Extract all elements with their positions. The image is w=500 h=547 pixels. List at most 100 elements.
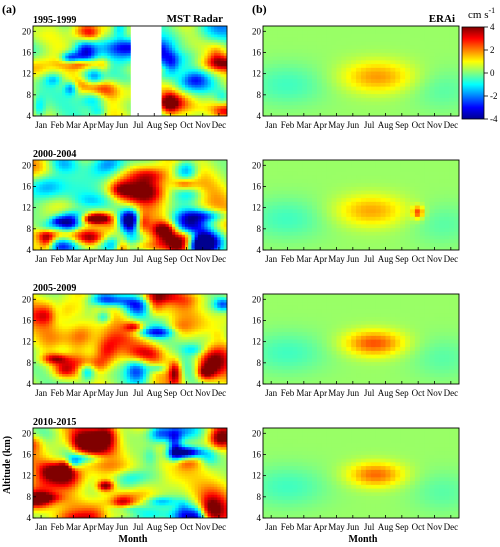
heatmap-cell [139, 215, 144, 219]
heatmap-cell [33, 183, 37, 188]
x-tick-label: Jan [35, 120, 47, 130]
heatmap-cell [52, 373, 57, 377]
heatmap-cell [84, 55, 89, 59]
heatmap-cell [201, 220, 205, 225]
heatmap-cell [104, 52, 108, 56]
heatmap-cell [75, 57, 79, 62]
heatmap-cell [84, 307, 89, 311]
heatmap-cell [191, 47, 196, 51]
heatmap-cell [168, 108, 173, 112]
heatmap-cell [91, 105, 96, 109]
heatmap-cell [197, 113, 202, 116]
heatmap-cell [100, 207, 105, 211]
heatmap-cell [175, 113, 180, 116]
heatmap-cell [194, 212, 199, 217]
heatmap-cell [55, 376, 60, 380]
heatmap-cell [55, 60, 60, 64]
heatmap-cell [165, 60, 170, 64]
heatmap-cell [117, 94, 121, 99]
heatmap-cell [49, 368, 53, 372]
heatmap-cell [181, 89, 186, 93]
heatmap-cell [162, 220, 167, 225]
heatmap-cell [42, 175, 47, 180]
heatmap-cell [49, 323, 53, 327]
heatmap-cell [39, 368, 44, 372]
heatmap-cell [87, 44, 92, 48]
heatmap-cell [33, 89, 37, 93]
heatmap-cell [52, 299, 57, 303]
heatmap-cell [159, 186, 163, 190]
heatmap-cell [120, 60, 125, 64]
heatmap-cell [197, 92, 202, 96]
heatmap-cell [207, 60, 212, 64]
heatmap-cell [94, 26, 99, 30]
heatmap-cell [62, 199, 66, 203]
heatmap-cell [197, 41, 202, 46]
heatmap-cell [175, 197, 180, 201]
heatmap-cell [81, 160, 86, 164]
heatmap-cell [62, 228, 66, 233]
heatmap-cell [71, 94, 76, 99]
heatmap-cell [75, 175, 79, 180]
heatmap-cell [184, 175, 189, 180]
heatmap-cell [113, 89, 118, 93]
heatmap-cell [97, 191, 102, 196]
heatmap-cell [201, 28, 205, 32]
heatmap-cell [194, 55, 199, 59]
heatmap-cell [33, 247, 37, 250]
heatmap-cell [71, 239, 76, 243]
heatmap-cell [81, 178, 86, 182]
heatmap-cell [204, 71, 209, 75]
heatmap-cell [68, 344, 73, 348]
heatmap-cell [120, 36, 125, 40]
heatmap-cell [52, 113, 57, 116]
heatmap-cell [110, 186, 115, 190]
heatmap-cell [110, 247, 115, 250]
heatmap-cell [104, 73, 108, 77]
heatmap-cell [45, 194, 50, 198]
heatmap-cell [113, 57, 118, 62]
heatmap-cell [71, 323, 76, 327]
heatmap-cell [123, 226, 128, 230]
heatmap-cell [104, 191, 108, 196]
heatmap-cell [117, 92, 121, 96]
heatmap-cell [45, 378, 50, 382]
heatmap-cell [110, 228, 115, 233]
heatmap-cell [68, 205, 73, 209]
heatmap-cell [175, 202, 180, 206]
heatmap-cell [184, 100, 189, 104]
heatmap-cell [33, 309, 37, 314]
heatmap-cell [197, 175, 202, 180]
heatmap-cell [62, 362, 66, 367]
heatmap-cell [110, 76, 115, 80]
heatmap-cell [87, 86, 92, 91]
heatmap-cell [58, 323, 63, 327]
heatmap-cell [65, 63, 70, 67]
heatmap-cell [94, 236, 99, 241]
heatmap-cell [91, 223, 96, 227]
heatmap-cell [191, 215, 196, 219]
heatmap-cell [172, 236, 176, 241]
heatmap-cell [214, 175, 218, 180]
heatmap-cell [94, 186, 99, 190]
heatmap-cell [204, 108, 209, 112]
heatmap-cell [39, 73, 44, 77]
heatmap-cell [87, 181, 92, 185]
heatmap-cell [123, 244, 128, 248]
heatmap-cell [184, 212, 189, 217]
heatmap-cell [107, 68, 112, 72]
heatmap-cell [142, 170, 147, 174]
heatmap-cell [120, 175, 125, 180]
heatmap-cell [55, 44, 60, 48]
heatmap-cell [36, 205, 41, 209]
heatmap-cell [223, 178, 227, 182]
heatmap-cell [220, 242, 225, 246]
heatmap-cell [75, 223, 79, 227]
heatmap-cell [45, 370, 50, 375]
heatmap-cell [120, 191, 125, 196]
heatmap-cell [175, 33, 180, 38]
heatmap-cell [126, 68, 131, 72]
heatmap-cell [204, 60, 209, 64]
heatmap-cell [81, 333, 86, 337]
heatmap-cell [165, 92, 170, 96]
